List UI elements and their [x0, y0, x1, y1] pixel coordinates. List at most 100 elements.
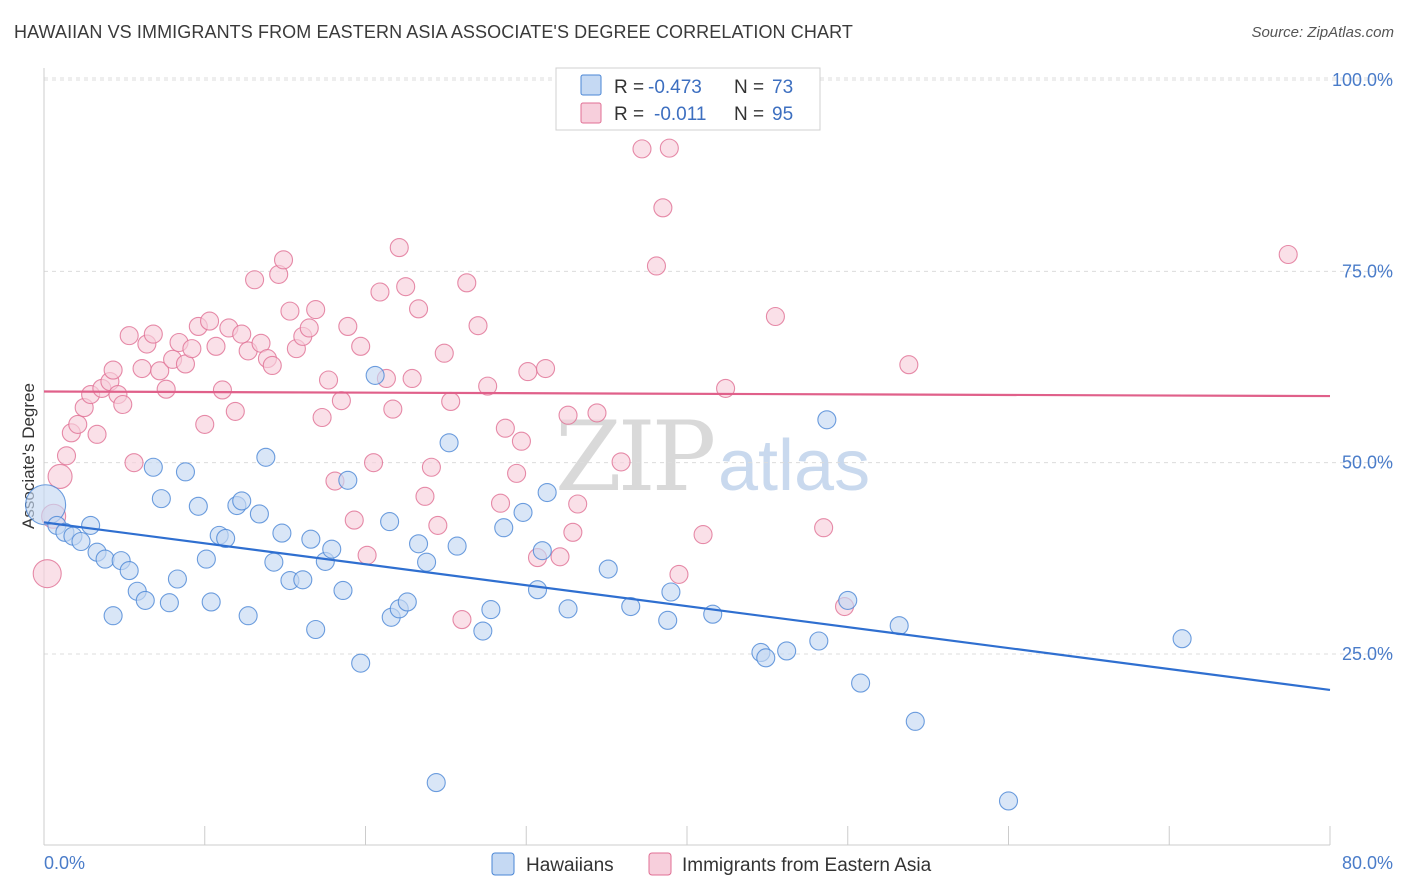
- immigrants-point: [212, 380, 232, 400]
- immigrants-point: [87, 424, 107, 444]
- immigrants-point: [441, 391, 461, 411]
- immigrants-point: [632, 139, 652, 159]
- hawaiian-point: [264, 552, 284, 572]
- hawaiian-point: [175, 462, 196, 482]
- immigrants-point: [206, 336, 226, 356]
- immigrants-point: [457, 273, 477, 293]
- hawaiian-point: [167, 569, 187, 589]
- immigrants-point: [232, 324, 252, 344]
- hawaiian-point: [351, 653, 371, 673]
- hawaiian-point: [135, 590, 155, 610]
- immigrants-point: [468, 316, 488, 336]
- immigrants-point: [338, 316, 358, 336]
- immigrants-point: [421, 457, 441, 477]
- y-tick-label-75: 75.0%: [1342, 261, 1393, 281]
- immigrants-point: [402, 368, 422, 389]
- hawaiian-point: [306, 619, 326, 640]
- legend-n-label-1: N =: [734, 77, 764, 98]
- immigrants-point: [434, 343, 454, 363]
- immigrants-point: [331, 391, 351, 411]
- hawaiian-point: [95, 549, 115, 569]
- hawaiian-point: [817, 410, 837, 430]
- hawaiian-point: [397, 592, 417, 612]
- legend-r-label-2: R =: [614, 104, 644, 125]
- hawaiian-point: [333, 580, 353, 601]
- x-tick-label-min: 0.0%: [44, 853, 85, 873]
- y-tick-label-100: 100.0%: [1332, 70, 1393, 90]
- immigrants-point: [370, 282, 390, 302]
- immigrants-point: [299, 318, 319, 338]
- immigrants-point: [156, 379, 176, 399]
- hawaiian-point: [532, 541, 552, 561]
- x-ticks: [43, 826, 1331, 845]
- immigrants-point: [563, 522, 583, 542]
- hawaiian-point: [777, 641, 797, 661]
- correlation-legend: R = -0.473 N = 73 R = -0.011 N = 95: [555, 67, 821, 131]
- hawaiian-point: [851, 673, 871, 693]
- immigrants-point: [113, 394, 133, 415]
- hawaiian-point: [196, 549, 216, 569]
- immigrants-point: [511, 431, 531, 451]
- trend-line-hawaiians: [43, 521, 1331, 692]
- hawaiian-point: [426, 773, 446, 793]
- immigrants-point: [518, 362, 538, 382]
- immigrants-point: [899, 355, 919, 375]
- hawaiian-point: [119, 561, 139, 581]
- immigrants-point: [558, 405, 578, 425]
- bottom-legend-label-immigrants: Immigrants from Eastern Asia: [682, 855, 932, 876]
- hawaiian-point: [380, 512, 400, 532]
- legend-n-label-2: N =: [734, 104, 764, 125]
- watermark-zip: ZIP: [555, 401, 714, 513]
- hawaiian-point: [232, 491, 252, 511]
- immigrants-point: [280, 301, 300, 321]
- immigrants-point: [344, 510, 364, 530]
- hawaiian-point: [473, 621, 493, 641]
- y-tick-label-25: 25.0%: [1342, 644, 1393, 664]
- hawaiian-point: [201, 592, 221, 612]
- hawaiian-point: [238, 606, 258, 626]
- immigrants-point: [383, 399, 403, 419]
- immigrants-point: [273, 250, 294, 270]
- immigrants-point: [150, 361, 170, 381]
- y-tick-labels: 25.0% 50.0% 75.0% 100.0%: [1332, 70, 1393, 664]
- immigrants-point: [1278, 244, 1298, 265]
- hawaiian-point: [103, 606, 123, 626]
- immigrants-point: [306, 300, 326, 320]
- immigrants-point: [550, 547, 570, 567]
- immigrants-point: [428, 515, 448, 535]
- immigrants-point: [653, 198, 673, 218]
- hawaiian-point: [338, 470, 358, 490]
- series-immigrants-eastern-asia: [32, 138, 1298, 630]
- chart-title: HAWAIIAN VS IMMIGRANTS FROM EASTERN ASIA…: [14, 22, 853, 42]
- axes: [43, 68, 1331, 846]
- immigrants-point: [452, 610, 472, 630]
- immigrants-point: [68, 414, 88, 434]
- hawaiian-point: [905, 711, 925, 731]
- legend-n-value-2: 95: [772, 104, 793, 125]
- hawaiian-point: [527, 580, 548, 600]
- watermark: ZIP atlas: [555, 401, 870, 513]
- immigrants-point: [103, 360, 123, 380]
- legend-n-value-1: 73: [772, 77, 793, 98]
- hawaiian-point: [365, 365, 385, 385]
- immigrants-point: [495, 418, 515, 438]
- hawaiian-point: [513, 502, 533, 522]
- immigrants-point: [119, 326, 139, 346]
- legend-swatch-immigrants: [580, 102, 602, 124]
- hawaiian-point: [558, 599, 578, 619]
- bottom-legend-swatch-immigrants: [648, 852, 672, 876]
- hawaiian-point: [322, 539, 342, 559]
- series-legend: Hawaiians Immigrants from Eastern Asia: [491, 852, 932, 876]
- immigrants-point: [357, 545, 377, 565]
- hawaiian-point: [494, 518, 514, 538]
- hawaiian-point: [151, 489, 171, 509]
- immigrants-point: [693, 525, 713, 545]
- hawaiian-point: [447, 536, 467, 556]
- gridlines: [44, 77, 1393, 655]
- trend-line-immigrants-eastern-asia: [43, 390, 1331, 398]
- immigrants-point: [396, 277, 416, 297]
- immigrants-point: [568, 494, 588, 514]
- hawaiian-point: [71, 531, 91, 552]
- hawaiian-point: [809, 631, 829, 651]
